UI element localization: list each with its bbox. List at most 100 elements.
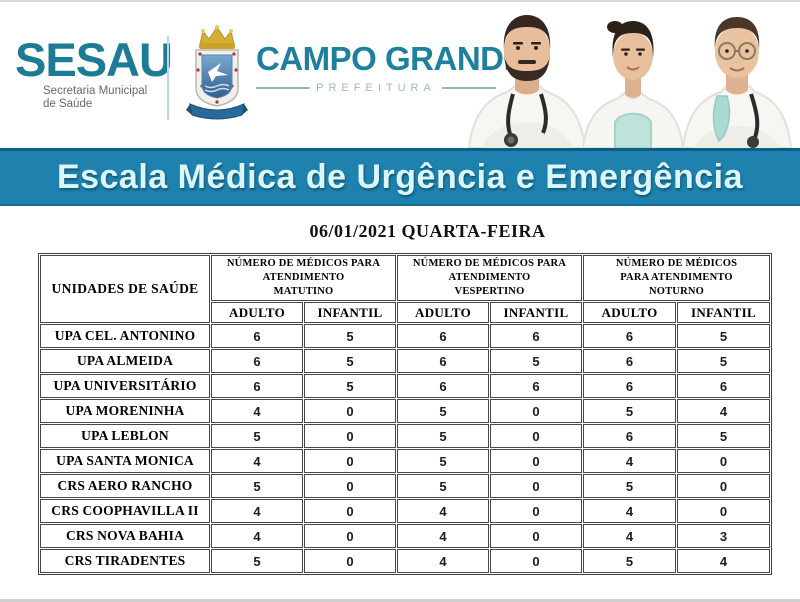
column-group-matutino: NÚMERO DE MÉDICOS PARA ATENDIMENTO MATUT… (211, 255, 396, 301)
table-row: UPA LEBLON 5 0 5 0 6 5 (40, 424, 770, 448)
count-cell: 4 (397, 499, 489, 523)
count-cell: 5 (397, 474, 489, 498)
count-cell: 0 (304, 524, 396, 548)
table-row: CRS NOVA BAHIA 4 0 4 0 4 3 (40, 524, 770, 548)
count-cell: 0 (677, 474, 770, 498)
count-cell: 4 (397, 549, 489, 573)
count-cell: 4 (211, 524, 303, 548)
city-name: CAMPO GRANDE (256, 40, 526, 77)
count-cell: 6 (397, 374, 489, 398)
count-cell: 3 (677, 524, 770, 548)
count-cell: 6 (583, 349, 676, 373)
subheader-vespertino-infantil: INFANTIL (490, 302, 582, 323)
unit-name-cell: UPA SANTA MONICA (40, 449, 210, 473)
count-cell: 5 (304, 349, 396, 373)
header: SESAU Secretaria Municipal de Saúde (0, 0, 800, 148)
header-divider (167, 36, 169, 120)
unit-name-cell: CRS TIRADENTES (40, 549, 210, 573)
count-cell: 5 (677, 424, 770, 448)
count-cell: 5 (304, 324, 396, 348)
count-cell: 4 (211, 399, 303, 423)
count-cell: 0 (677, 449, 770, 473)
city-subtitle: PREFEITURA (316, 82, 436, 94)
count-cell: 0 (304, 399, 396, 423)
count-cell: 4 (583, 499, 676, 523)
subheader-matutino-adulto: ADULTO (211, 302, 303, 323)
column-group-vespertino: NÚMERO DE MÉDICOS PARA ATENDIMENTO VESPE… (397, 255, 582, 301)
unit-name-cell: UPA LEBLON (40, 424, 210, 448)
table-row: UPA MORENINHA 4 0 5 0 5 4 (40, 399, 770, 423)
count-cell: 0 (490, 524, 582, 548)
count-cell: 5 (211, 474, 303, 498)
unit-name-cell: CRS COOPHAVILLA II (40, 499, 210, 523)
count-cell: 6 (490, 374, 582, 398)
count-cell: 0 (490, 399, 582, 423)
count-cell: 5 (677, 349, 770, 373)
unit-name-cell: CRS NOVA BAHIA (40, 524, 210, 548)
subheader-noturno-adulto: ADULTO (583, 302, 676, 323)
table-row: UPA ALMEIDA 6 5 6 5 6 5 (40, 349, 770, 373)
column-header-units: UNIDADES DE SAÚDE (40, 255, 210, 323)
doctor-male-glasses (681, 17, 793, 148)
count-cell: 5 (583, 549, 676, 573)
sesau-wordmark: SESAU (15, 33, 173, 86)
count-cell: 4 (397, 524, 489, 548)
schedule-table: UNIDADES DE SAÚDE NÚMERO DE MÉDICOS PARA… (38, 253, 772, 575)
unit-name-cell: UPA MORENINHA (40, 399, 210, 423)
doctor-female (581, 21, 685, 148)
unit-name-cell: UPA UNIVERSITÁRIO (40, 374, 210, 398)
count-cell: 6 (211, 349, 303, 373)
count-cell: 0 (490, 424, 582, 448)
count-cell: 6 (397, 324, 489, 348)
campo-grande-coat-of-arms-icon (186, 25, 248, 120)
count-cell: 0 (304, 549, 396, 573)
count-cell: 5 (304, 374, 396, 398)
count-cell: 4 (211, 499, 303, 523)
count-cell: 4 (583, 449, 676, 473)
count-cell: 0 (304, 499, 396, 523)
count-cell: 4 (583, 524, 676, 548)
count-cell: 0 (304, 449, 396, 473)
table-row: UPA CEL. ANTONINO 6 5 6 6 6 5 (40, 324, 770, 348)
count-cell: 0 (490, 499, 582, 523)
banner-title: Escala Médica de Urgência e Emergência (56, 158, 744, 196)
sesau-tagline: Secretaria Municipal de Saúde (43, 85, 148, 111)
count-cell: 6 (211, 324, 303, 348)
city-subtitle-row: PREFEITURA (256, 82, 496, 94)
count-cell: 5 (397, 399, 489, 423)
count-cell: 4 (677, 399, 770, 423)
count-cell: 0 (490, 449, 582, 473)
schedule-table-body: UPA CEL. ANTONINO 6 5 6 6 6 5 UPA ALMEID… (40, 324, 770, 573)
count-cell: 6 (211, 374, 303, 398)
column-group-noturno: NÚMERO DE MÉDICOS PARA ATENDIMENTO NOTUR… (583, 255, 770, 301)
count-cell: 5 (397, 424, 489, 448)
city-logo: CAMPO GRANDE PREFEITURA (256, 40, 526, 94)
unit-name-cell: UPA CEL. ANTONINO (40, 324, 210, 348)
table-row: CRS COOPHAVILLA II 4 0 4 0 4 0 (40, 499, 770, 523)
count-cell: 0 (304, 474, 396, 498)
subtitle-rule-left (256, 87, 311, 89)
table-row: CRS AERO RANCHO 5 0 5 0 5 0 (40, 474, 770, 498)
count-cell: 6 (583, 324, 676, 348)
unit-name-cell: CRS AERO RANCHO (40, 474, 210, 498)
count-cell: 5 (211, 549, 303, 573)
count-cell: 6 (583, 424, 676, 448)
count-cell: 5 (583, 474, 676, 498)
count-cell: 6 (677, 374, 770, 398)
schedule-table-header: UNIDADES DE SAÚDE NÚMERO DE MÉDICOS PARA… (40, 255, 770, 323)
count-cell: 5 (677, 324, 770, 348)
table-row: CRS TIRADENTES 5 0 4 0 5 4 (40, 549, 770, 573)
count-cell: 5 (583, 399, 676, 423)
count-cell: 6 (583, 374, 676, 398)
title-banner: Escala Médica de Urgência e Emergência (0, 148, 800, 206)
table-row: UPA UNIVERSITÁRIO 6 5 6 6 6 6 (40, 374, 770, 398)
count-cell: 0 (304, 424, 396, 448)
doctor-male-beard (467, 15, 587, 148)
count-cell: 6 (490, 324, 582, 348)
count-cell: 0 (490, 474, 582, 498)
three-doctors-photo (467, 15, 793, 148)
count-cell: 0 (677, 499, 770, 523)
subheader-noturno-infantil: INFANTIL (677, 302, 770, 323)
count-cell: 5 (490, 349, 582, 373)
